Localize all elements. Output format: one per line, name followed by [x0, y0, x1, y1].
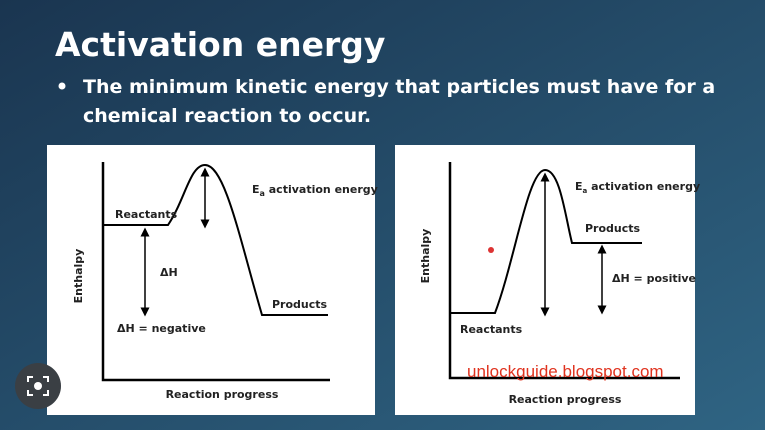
reactants-label: Reactants	[115, 208, 178, 221]
y-axis-label: Enthalpy	[419, 229, 432, 284]
delta-h-label: ΔH	[160, 266, 178, 279]
products-label: Products	[272, 298, 328, 311]
energy-curve	[450, 168, 642, 314]
axes	[101, 162, 330, 382]
slide-title: Activation energy	[55, 25, 385, 64]
pointer-dot	[488, 247, 494, 253]
x-axis-label: Reaction progress	[166, 388, 279, 401]
y-axis-label: Enthalpy	[72, 249, 85, 304]
x-axis-label: Reaction progress	[509, 393, 622, 406]
delta-h-sign: ΔH = negative	[117, 322, 206, 335]
bullet-line: chemical reaction to occur.	[83, 105, 371, 127]
diagram-panel	[47, 145, 375, 415]
activation-label: Ea activation energy	[252, 183, 378, 198]
energy-curve	[103, 163, 328, 316]
axes	[448, 162, 680, 380]
delta-h-sign: ΔH = positive	[612, 272, 696, 285]
lens-button[interactable]	[15, 363, 61, 409]
products-label: Products	[585, 222, 641, 235]
reactants-label: Reactants	[460, 323, 523, 336]
bullet-dot	[58, 82, 66, 90]
watermark: unlockguide.blogspot.com	[467, 362, 664, 381]
activation-label: Ea activation energy	[575, 180, 700, 195]
bullet-line: The minimum kinetic energy that particle…	[83, 76, 715, 98]
